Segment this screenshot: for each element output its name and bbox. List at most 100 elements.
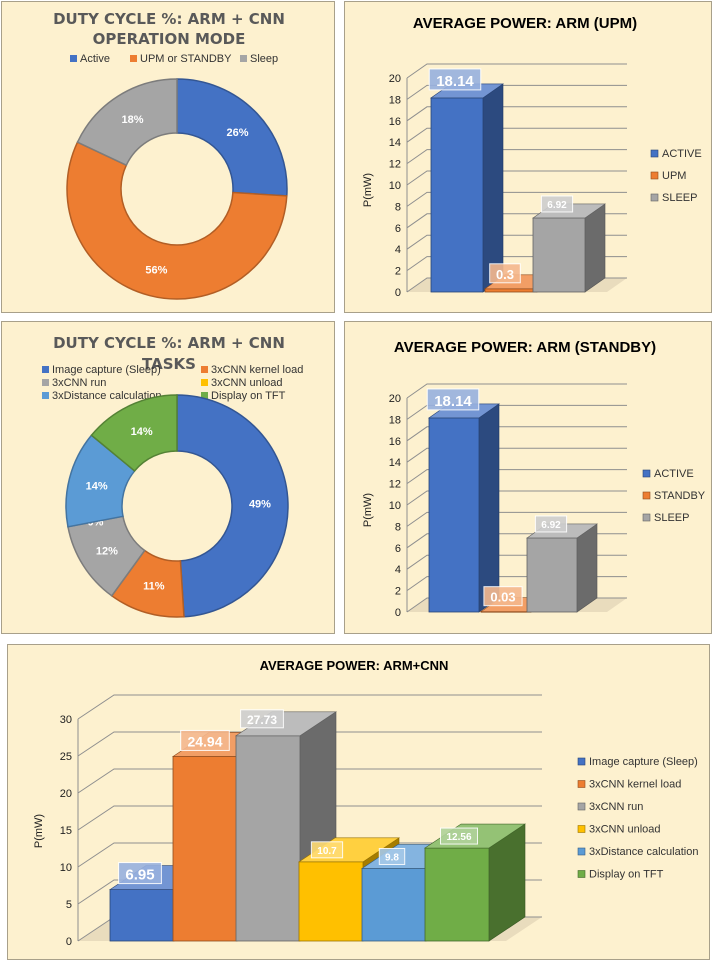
legend-label: 3xCNN kernel load (211, 364, 303, 376)
chart-title: OPERATION MODE (93, 30, 246, 48)
gridline (406, 490, 627, 506)
gridline (406, 149, 627, 165)
slice-label: 56% (145, 264, 167, 276)
gridline (406, 469, 627, 485)
gridline (77, 768, 542, 794)
donut-slice (76, 78, 178, 167)
legend-label: Display on TFT (589, 869, 664, 881)
slice-label: 14% (86, 480, 108, 492)
gridline (406, 426, 627, 442)
donut-slice (66, 141, 288, 300)
slice-label: 14% (131, 426, 153, 438)
bar-side (576, 523, 598, 613)
legend-label: 3xCNN kernel load (589, 779, 681, 791)
y-tick-label: 6 (395, 223, 401, 235)
bar-side (584, 203, 606, 293)
data-label-box (534, 515, 568, 533)
data-label-box (118, 862, 162, 885)
legend-swatch (642, 469, 651, 478)
y-tick-label: 2 (395, 266, 401, 278)
gridline (406, 63, 627, 79)
legend-label: UPM (662, 170, 686, 182)
average-power-upm-panel: AVERAGE POWER: ARM (UPM) 0 2 4 6 8 10 12 14 16 18 2… (344, 1, 712, 313)
y-axis-title: P(mW) (362, 493, 374, 527)
legend-swatch (577, 757, 586, 766)
legend-swatch (650, 149, 659, 158)
chart-title: TASKS (142, 355, 196, 373)
gridline (77, 842, 542, 868)
legend-swatch (70, 55, 77, 62)
slice-label: 12% (96, 545, 118, 557)
average-power-standby-chart: AVERAGE POWER: ARM (STANDBY) 0 2 4 6 8 10 12 14 1… (362, 339, 706, 619)
legend-label: 3xDistance calculation (52, 390, 161, 402)
bar (484, 288, 538, 293)
bar (424, 847, 490, 942)
average-power-arm-cnn-panel: AVERAGE POWER: ARM+CNN 0 5 10 15 20 25 30 P(mW) 6… (7, 644, 710, 960)
bar-side (478, 403, 500, 613)
bar (430, 97, 484, 293)
data-label: 12.56 (446, 832, 471, 843)
y-tick-label: 15 (60, 825, 72, 837)
legend-label: 3xCNN run (589, 801, 643, 813)
y-tick-label: 6 (395, 543, 401, 555)
y-tick-label: 25 (60, 751, 72, 763)
bar (109, 889, 175, 942)
gridline (406, 106, 627, 122)
legend-swatch (577, 802, 586, 811)
legend-swatch (642, 491, 651, 500)
data-label-box (240, 709, 284, 729)
legend-label: SLEEP (662, 192, 697, 204)
legend-swatch (42, 366, 49, 373)
legend-swatch (42, 392, 49, 399)
gridline (406, 383, 627, 399)
y-tick-label: 4 (395, 244, 401, 256)
bar (235, 735, 301, 942)
y-tick-label: 8 (395, 521, 401, 533)
y-tick-label: 0 (395, 287, 401, 299)
chart-title: DUTY CYCLE %: ARM + CNN (53, 10, 285, 28)
donut-slice (90, 394, 178, 472)
donut-slice (176, 394, 289, 618)
duty-cycle-mode-chart: DUTY CYCLE %: ARM + CNN OPERATION MODE Act… (53, 10, 288, 300)
slice-label: 18% (122, 114, 144, 126)
legend-swatch (201, 379, 208, 386)
average-power-standby-panel: AVERAGE POWER: ARM (STANDBY) 0 2 4 6 8 10 12 14 1… (344, 321, 712, 634)
data-label: 6.92 (547, 200, 567, 211)
data-label: 10.7 (317, 846, 337, 857)
legend-swatch (650, 193, 659, 202)
legend-label: ACTIVE (662, 148, 702, 160)
data-label: 6.95 (125, 867, 154, 884)
chart-title: AVERAGE POWER: ARM (STANDBY) (394, 339, 656, 356)
legend-label: SLEEP (654, 512, 689, 524)
data-label: 27.73 (247, 713, 277, 727)
chart-title: AVERAGE POWER: ARM+CNN (260, 658, 449, 673)
average-power-arm-cnn-chart: AVERAGE POWER: ARM+CNN 0 5 10 15 20 25 30 P(mW) 6… (33, 658, 698, 948)
legend-label: Display on TFT (211, 390, 286, 402)
data-label-box (489, 263, 521, 284)
legend-swatch (577, 825, 586, 833)
y-tick-label: 18 (389, 414, 401, 426)
legend-swatch (42, 379, 49, 386)
legend-label: 3xCNN unload (589, 824, 661, 836)
y-tick-label: 4 (395, 564, 401, 576)
legend-label: 3xDistance calculation (589, 846, 698, 858)
legend-label: UPM or STANDBY (140, 53, 232, 65)
y-tick-label: 5 (66, 899, 72, 911)
y-tick-label: 20 (389, 73, 401, 85)
y-axis-title: P(mW) (362, 173, 374, 207)
legend-swatch (650, 171, 659, 180)
legend-swatch (201, 366, 208, 373)
y-tick-label: 20 (60, 788, 72, 800)
data-label: 18.14 (434, 393, 472, 410)
y-tick-label: 12 (389, 159, 401, 171)
data-label-box (540, 195, 574, 213)
bar (172, 756, 238, 942)
legend-swatch (240, 55, 247, 62)
slice-label: 11% (143, 581, 165, 593)
y-tick-label: 10 (389, 180, 401, 192)
legend-swatch (642, 513, 651, 522)
data-label-box (428, 68, 482, 91)
y-tick-label: 8 (395, 201, 401, 213)
chart-title: DUTY CYCLE %: ARM + CNN (53, 334, 285, 352)
